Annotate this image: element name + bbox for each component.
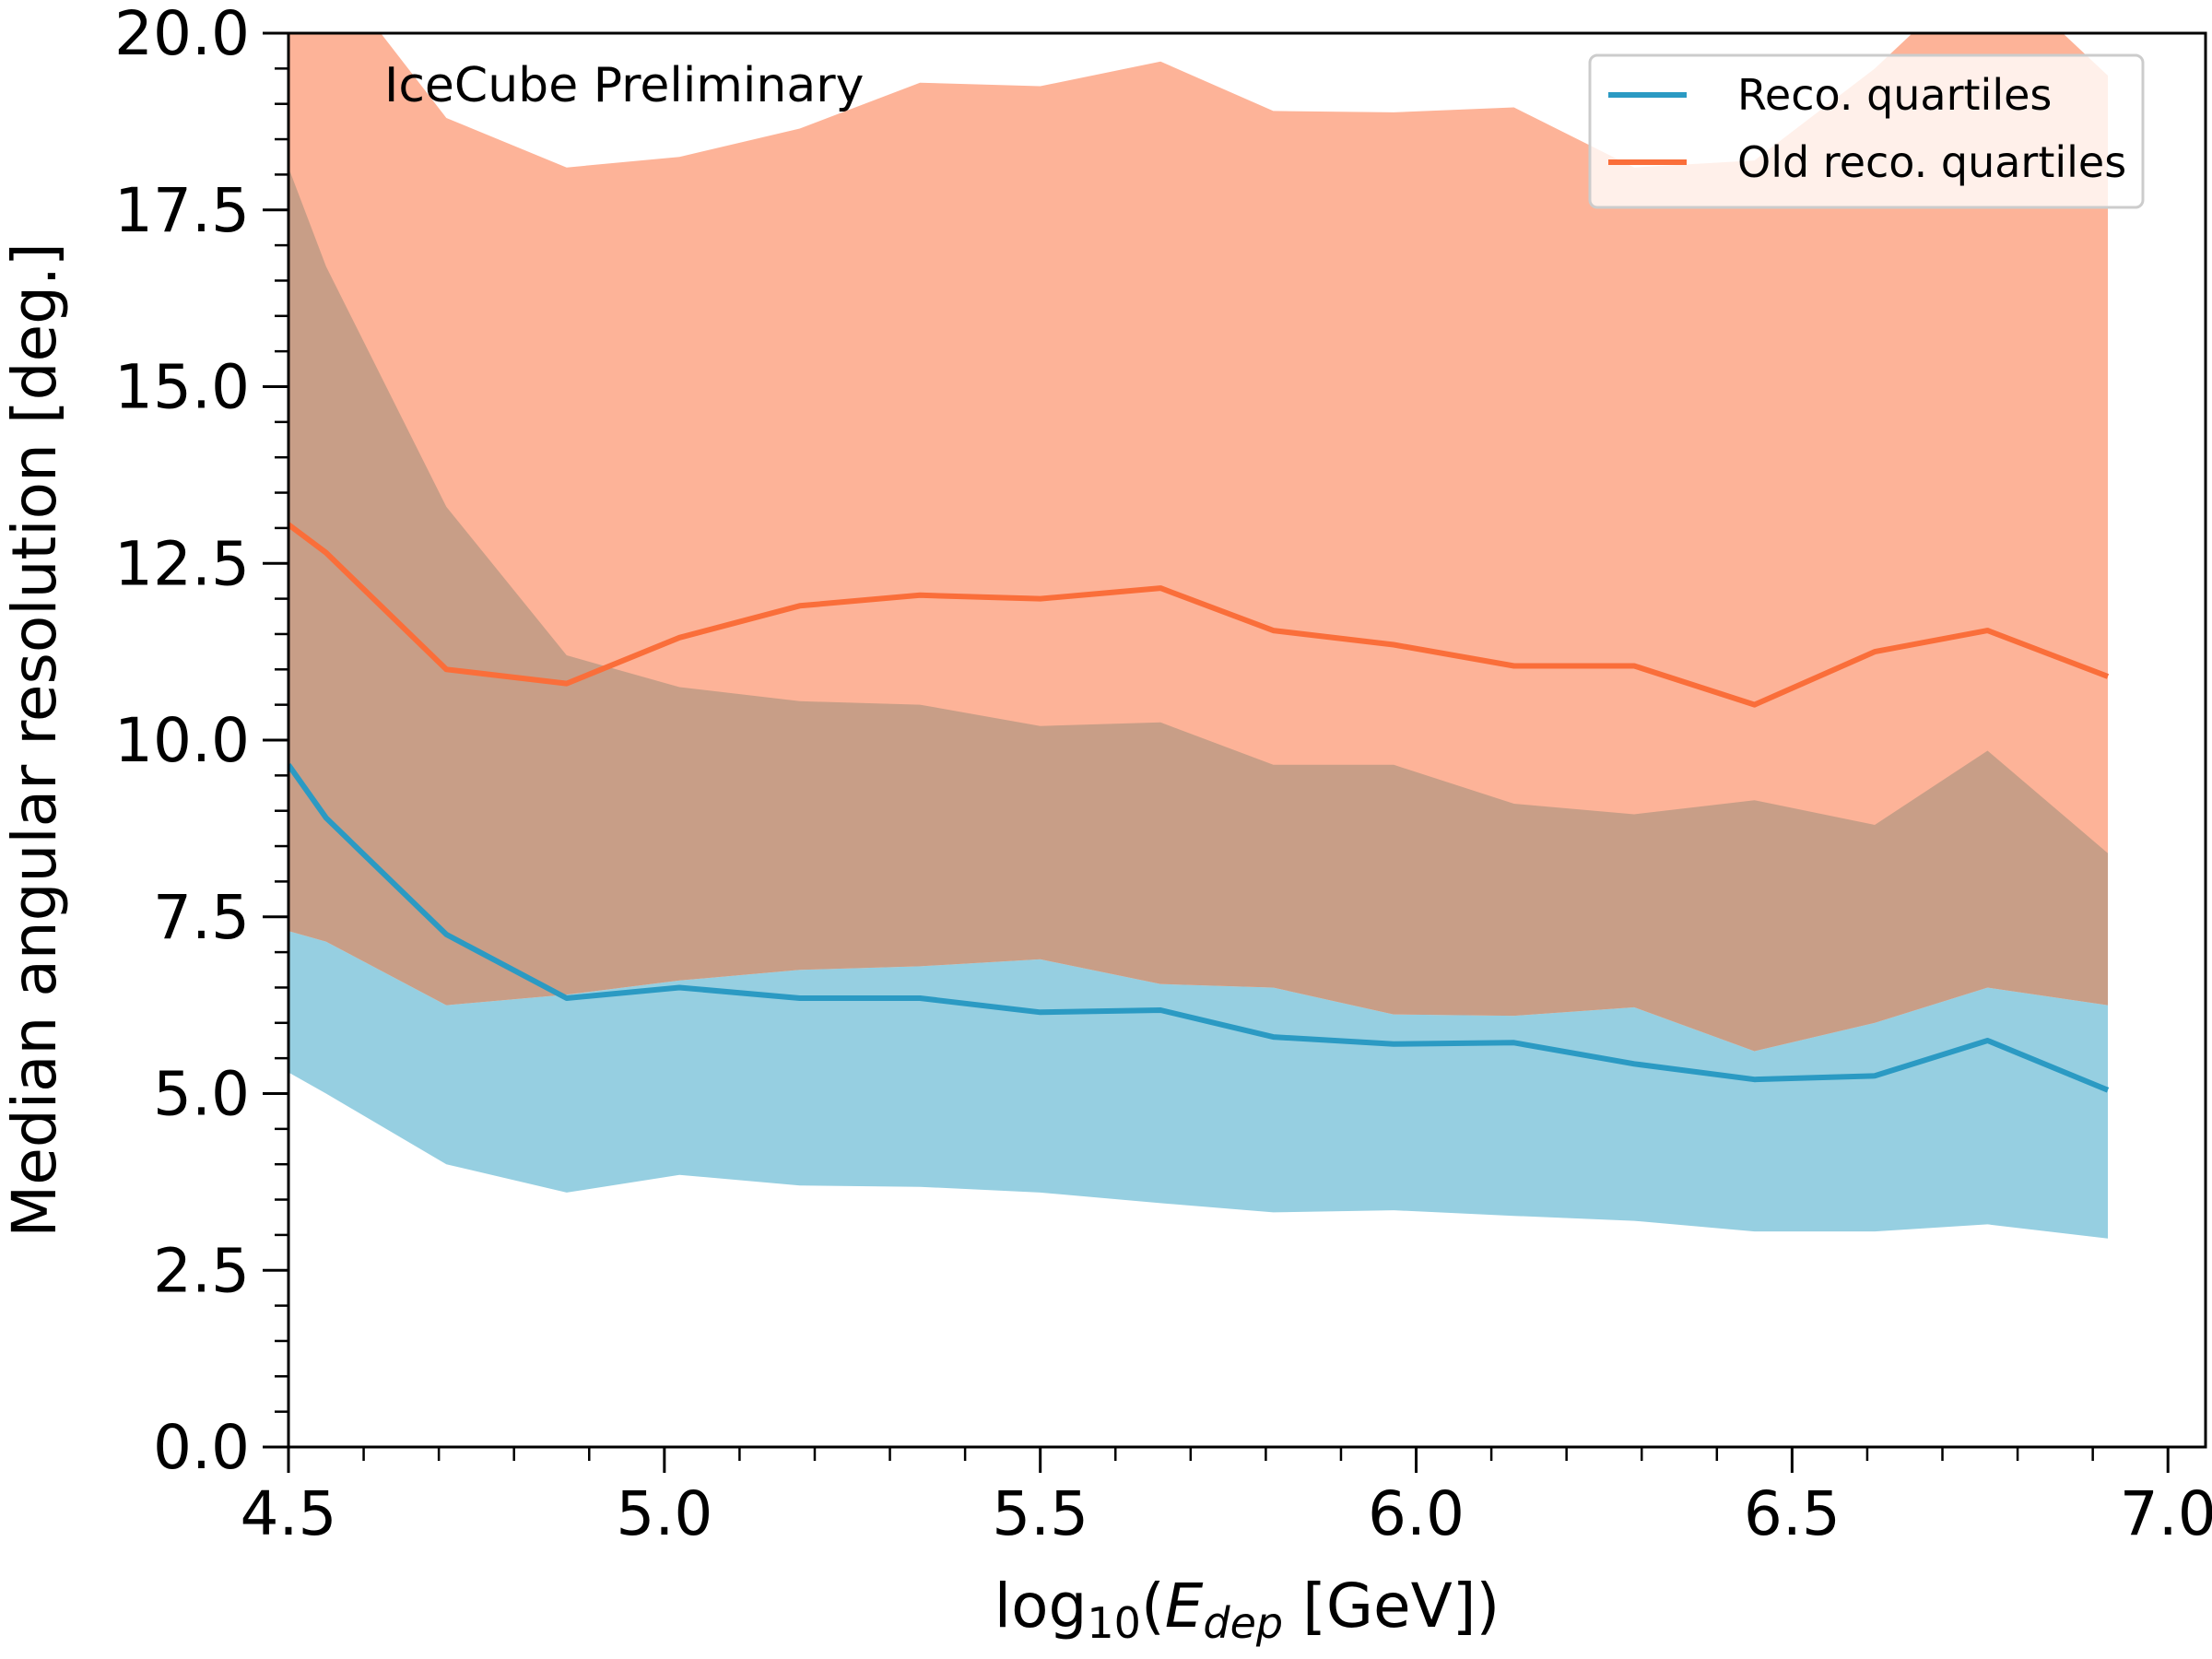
y-tick-label: 5.0 <box>153 1059 250 1130</box>
y-tick-label: 20.0 <box>114 0 250 69</box>
quartile-bands <box>288 33 2108 1239</box>
y-tick-label: 7.5 <box>153 882 250 953</box>
x-tick-label: 4.5 <box>241 1478 337 1549</box>
legend-label-reco: Reco. quartiles <box>1737 70 2052 120</box>
legend-box <box>1588 53 2145 209</box>
x-label-open: ( <box>1141 1571 1165 1641</box>
reco-quartile-band <box>288 931 2108 1239</box>
y-tick-label: 2.5 <box>153 1235 250 1306</box>
legend-label-old-reco: Old reco. quartiles <box>1737 137 2126 187</box>
reco-median-line <box>288 763 2110 1093</box>
y-tick-label: 17.5 <box>114 175 250 246</box>
x-label-units: [GeV]) <box>1283 1571 1500 1641</box>
y-axis-label: Median angular resolution [deg.] <box>0 242 70 1237</box>
x-label-log: log <box>994 1571 1088 1641</box>
y-tick-label: 10.0 <box>114 705 250 776</box>
y-tick-label: 12.5 <box>114 528 250 599</box>
median-lines <box>288 522 2110 1093</box>
x-label-log-base: 10 <box>1087 1598 1141 1648</box>
legend: Reco. quartiles Old reco. quartiles <box>1588 53 2145 209</box>
x-tick-label: 5.5 <box>992 1478 1088 1549</box>
y-tick-label: 15.0 <box>114 352 250 423</box>
x-tick-label: 6.0 <box>1368 1478 1465 1549</box>
x-label-energy: E <box>1165 1571 1204 1641</box>
y-axis: 0.0 2.5 5.0 7.5 10.0 12.5 15.0 17.5 20.0 <box>114 0 288 1483</box>
chart-annotation: IceCube Preliminary <box>384 58 864 113</box>
x-axis-label: log10(Edep [GeV]) <box>994 1571 1500 1648</box>
x-axis: 4.5 5.0 5.5 6.0 6.5 7.0 <box>241 1447 2212 1549</box>
band-overlap-region <box>288 167 2108 1052</box>
old-reco-median-line <box>288 522 2110 708</box>
y-tick-label: 0.0 <box>153 1412 250 1483</box>
x-tick-label: 5.0 <box>616 1478 712 1549</box>
x-tick-label: 7.0 <box>2120 1478 2212 1549</box>
x-tick-label: 6.5 <box>1744 1478 1841 1549</box>
x-label-subscript: dep <box>1203 1598 1283 1648</box>
